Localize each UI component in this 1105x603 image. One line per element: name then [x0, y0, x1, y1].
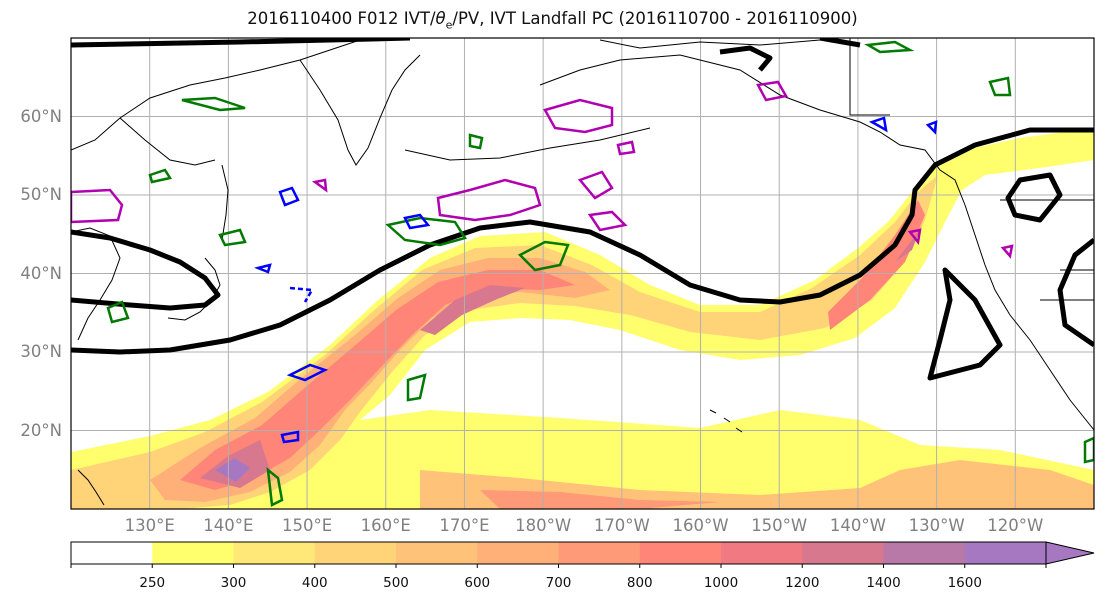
colorbar-extend-arrow — [1046, 542, 1094, 564]
colorbar-segment — [152, 542, 234, 564]
colorbar-segment — [721, 542, 803, 564]
colorbar-segment — [884, 542, 966, 564]
colorbar-segment — [71, 542, 153, 564]
colorbar-label: 300 — [209, 575, 259, 591]
colorbar-label: 1600 — [940, 575, 990, 591]
colorbar-segment — [640, 542, 722, 564]
colorbar-label: 800 — [615, 575, 665, 591]
colorbar-label: 400 — [290, 575, 340, 591]
colorbar-segment — [315, 542, 397, 564]
colorbar-label: 1000 — [696, 575, 746, 591]
colorbar-label: 1200 — [777, 575, 827, 591]
colorbar-segment — [965, 542, 1047, 564]
colorbar-ticks — [71, 564, 1046, 568]
colorbar-label: 250 — [127, 575, 177, 591]
colorbar-segments — [71, 542, 1047, 564]
colorbar-segment — [802, 542, 884, 564]
colorbar-label: 600 — [452, 575, 502, 591]
colorbar-segment — [234, 542, 316, 564]
colorbar-label: 1400 — [859, 575, 909, 591]
colorbar-segment — [477, 542, 559, 564]
colorbar-label: 500 — [371, 575, 421, 591]
colorbar-label: 700 — [534, 575, 584, 591]
colorbar-segment — [396, 542, 478, 564]
colorbar-segment — [559, 542, 641, 564]
